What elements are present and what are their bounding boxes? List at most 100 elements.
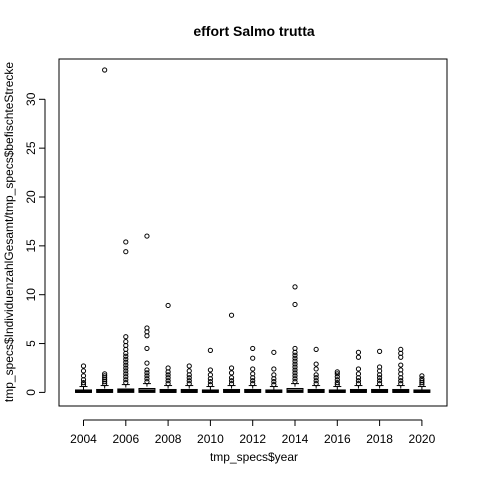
outlier-point — [419, 378, 425, 384]
outlier-point — [123, 334, 129, 340]
x-tick-label: 2018 — [366, 432, 393, 446]
outlier-point — [292, 345, 298, 352]
x-axis-label: tmp_specs$year — [210, 450, 298, 464]
y-tick-label: 20 — [24, 190, 38, 204]
box-2005 — [96, 67, 114, 393]
outlier-point — [80, 363, 87, 369]
outlier-point — [186, 378, 192, 384]
outlier-point — [292, 355, 298, 361]
outlier-point — [123, 249, 129, 255]
box-2014 — [286, 284, 304, 393]
outlier-point — [377, 348, 383, 354]
outlier-point — [292, 376, 298, 382]
outlier-point — [207, 347, 213, 353]
outlier-point — [123, 365, 129, 371]
box-2016 — [328, 369, 346, 393]
x-tick-label: 2016 — [324, 432, 351, 446]
outlier-point — [165, 375, 171, 381]
y-tick-label: 5 — [24, 340, 38, 347]
outlier-point — [123, 374, 129, 380]
outlier-point — [398, 381, 404, 387]
outlier-point — [419, 373, 425, 379]
outlier-point — [250, 371, 256, 377]
outlier-point — [123, 353, 129, 359]
outlier-point — [398, 367, 404, 373]
x-tick-label: 2004 — [70, 432, 97, 446]
boxes-layer — [75, 67, 431, 393]
box-2020 — [413, 373, 431, 393]
outlier-point — [250, 378, 256, 384]
outlier-point — [144, 345, 150, 352]
outlier-point — [186, 368, 192, 374]
outlier-point — [355, 378, 362, 384]
box-2006 — [117, 239, 135, 393]
outlier-point — [144, 325, 150, 331]
outlier-point — [313, 366, 319, 372]
box-2017 — [349, 349, 367, 393]
outlier-point — [123, 359, 129, 365]
outlier-point — [144, 379, 150, 385]
outlier-point — [355, 349, 362, 355]
outlier-point — [228, 378, 235, 384]
outlier-point — [123, 362, 129, 368]
outlier-point — [207, 367, 213, 373]
box-2009 — [180, 363, 198, 393]
outlier-point — [313, 372, 319, 378]
outlier-point — [228, 312, 235, 318]
outlier-point — [419, 376, 425, 382]
outlier-point — [165, 372, 171, 378]
outlier-point — [144, 373, 150, 379]
outlier-point — [123, 380, 129, 386]
outlier-point — [80, 373, 87, 379]
outlier-point — [250, 366, 256, 372]
plot-frame — [58, 58, 448, 407]
box-2011 — [223, 312, 241, 393]
outlier-point — [334, 377, 340, 383]
y-tick-label: 25 — [24, 141, 38, 155]
outlier-point — [207, 379, 213, 385]
outlier-point — [271, 379, 277, 385]
outlier-point — [377, 378, 383, 384]
outlier-point — [313, 361, 319, 367]
outlier-point — [102, 371, 108, 377]
outlier-point — [355, 381, 362, 387]
outlier-point — [313, 381, 319, 387]
outlier-point — [292, 358, 298, 364]
outlier-point — [398, 346, 404, 353]
outlier-point — [334, 374, 340, 380]
box-2013 — [265, 349, 283, 393]
box-2018 — [371, 348, 389, 393]
outlier-point — [228, 370, 235, 376]
outlier-point — [334, 380, 340, 386]
box-2004 — [75, 363, 92, 393]
x-tick-label: 2020 — [409, 432, 436, 446]
outlier-point — [334, 369, 340, 375]
outlier-point — [144, 376, 150, 382]
outlier-point — [165, 302, 171, 309]
outlier-point — [80, 368, 87, 374]
outlier-point — [80, 381, 87, 388]
box-2008 — [159, 302, 177, 393]
outlier-point — [123, 338, 129, 345]
outlier-point — [186, 381, 192, 387]
outlier-point — [313, 375, 319, 381]
outlier-point — [271, 349, 277, 355]
x-tick-label: 2014 — [282, 432, 309, 446]
outlier-point — [186, 363, 192, 369]
outlier-point — [144, 360, 150, 366]
outlier-point — [123, 368, 129, 374]
outlier-point — [355, 371, 362, 377]
outlier-point — [123, 239, 129, 245]
outlier-point — [271, 372, 277, 378]
outlier-point — [398, 378, 404, 384]
outlier-point — [355, 354, 362, 360]
outlier-point — [271, 366, 277, 372]
outlier-point — [292, 379, 298, 385]
outlier-point — [292, 301, 298, 308]
outlier-point — [123, 356, 129, 362]
outlier-point — [165, 365, 171, 371]
y-tick-label: 10 — [24, 288, 38, 302]
box-2019 — [392, 346, 410, 393]
outlier-point — [313, 346, 319, 353]
y-tick-label: 15 — [24, 239, 38, 253]
